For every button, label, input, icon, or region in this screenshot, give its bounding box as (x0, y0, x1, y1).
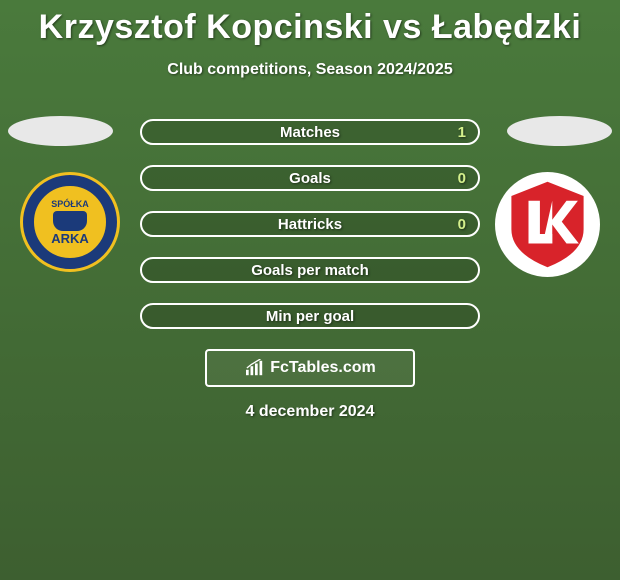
arka-badge-inner: SPÓŁKA ARKA (32, 184, 108, 260)
player-head-right (507, 116, 612, 146)
stat-row-goals: Goals 0 (140, 165, 480, 191)
brand-badge: FcTables.com (205, 349, 415, 387)
player-head-left (8, 116, 113, 146)
stat-row-matches: Matches 1 (140, 119, 480, 145)
lks-crest-icon (500, 177, 595, 272)
stat-row-mpg: Min per goal (140, 303, 480, 329)
chart-icon (244, 359, 266, 377)
club-badge-left: SPÓŁKA ARKA (20, 172, 120, 272)
stat-value-right: 0 (458, 170, 466, 187)
comparison-title: Krzysztof Kopcinski vs Łabędzki (0, 0, 620, 47)
subtitle: Club competitions, Season 2024/2025 (0, 61, 620, 79)
club-badge-right (495, 172, 600, 277)
ship-icon (53, 211, 87, 231)
stat-label: Hattricks (278, 216, 342, 233)
stat-value-right: 1 (458, 124, 466, 141)
arka-text-top: SPÓŁKA (51, 199, 89, 209)
stat-label: Goals (289, 170, 331, 187)
arka-text-main: ARKA (51, 231, 89, 246)
stat-row-gpm: Goals per match (140, 257, 480, 283)
date-label: 4 december 2024 (0, 403, 620, 421)
stat-label: Min per goal (266, 308, 354, 325)
brand-text: FcTables.com (270, 359, 376, 377)
stat-label: Matches (280, 124, 340, 141)
brand-prefix: Fc (270, 359, 289, 377)
stat-rows: Matches 1 Goals 0 Hattricks 0 Goals per … (140, 119, 480, 329)
brand-suffix: Tables.com (289, 359, 376, 377)
stat-row-hattricks: Hattricks 0 (140, 211, 480, 237)
stat-value-right: 0 (458, 216, 466, 233)
stat-label: Goals per match (251, 262, 369, 279)
